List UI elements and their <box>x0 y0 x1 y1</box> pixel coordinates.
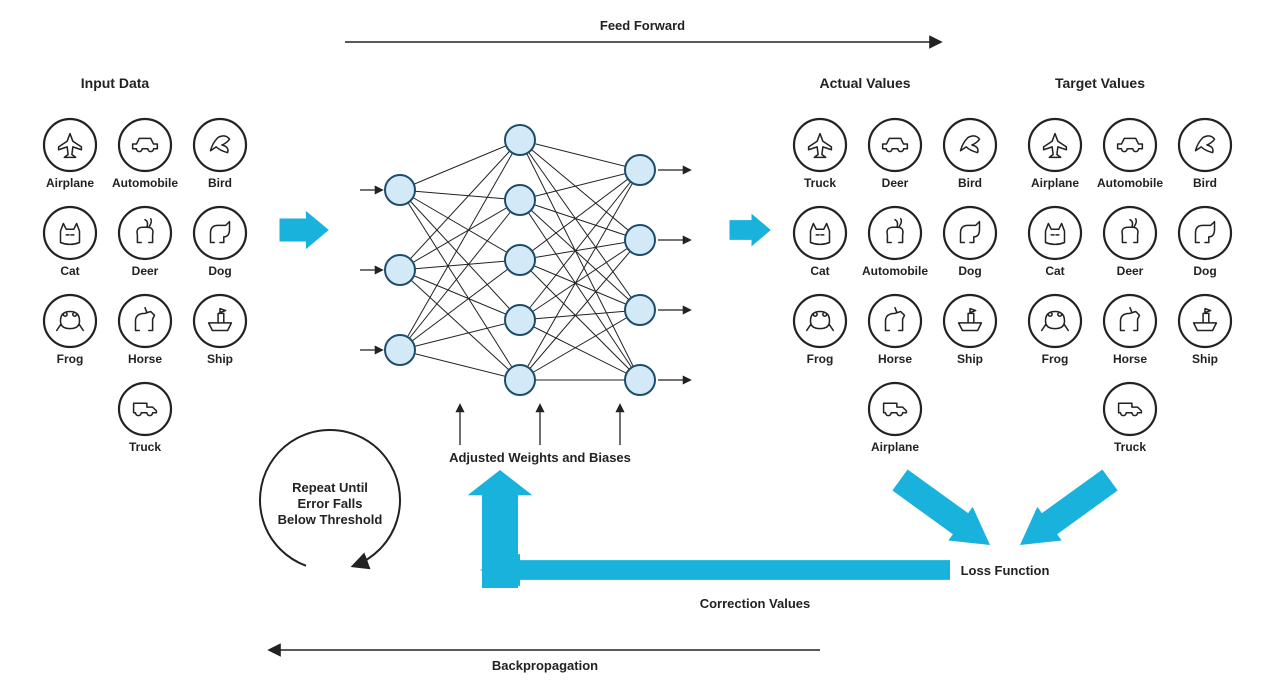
target-grid-item: Frog <box>1029 295 1081 366</box>
actual-values-header: Actual Values <box>819 75 910 91</box>
target-grid-label: Airplane <box>1031 176 1079 190</box>
actual-grid-item: Cat <box>794 207 846 278</box>
actual-grid-item: Automobile <box>862 207 928 278</box>
diag-arrow <box>888 463 1002 562</box>
nn-node <box>625 295 655 325</box>
input-grid-label: Airplane <box>46 176 94 190</box>
nn-node <box>505 185 535 215</box>
actual-grid-label: Deer <box>882 176 909 190</box>
actual-grid-item: Horse <box>869 295 921 366</box>
block-arrow-right <box>730 215 770 246</box>
actual-grid-item: Dog <box>944 207 996 278</box>
nn-node <box>625 225 655 255</box>
target-grid-label: Cat <box>1045 264 1064 278</box>
actual-grid-label: Horse <box>878 352 912 366</box>
block-arrow-left <box>480 554 950 586</box>
input-grid-label: Automobile <box>112 176 178 190</box>
target-values-header: Target Values <box>1055 75 1145 91</box>
loop-text-2: Error Falls <box>297 496 362 511</box>
nn-training-diagram: Feed Forward Backpropagation Input Data Act… <box>0 0 1280 685</box>
input-grid-label: Horse <box>128 352 162 366</box>
actual-grid-item: Frog <box>794 295 846 366</box>
target-grid-item: Dog <box>1179 207 1231 278</box>
target-grid-item: Horse <box>1104 295 1156 366</box>
block-arrow-right <box>280 212 328 248</box>
nn-node <box>625 365 655 395</box>
input-grid-item: Ship <box>194 295 246 366</box>
input-grid-label: Dog <box>208 264 231 278</box>
diag-arrow <box>1008 463 1122 562</box>
target-grid-item: Airplane <box>1029 119 1081 190</box>
input-grid-label: Bird <box>208 176 232 190</box>
actual-grid-label: Cat <box>810 264 829 278</box>
actual-grid-item: Airplane <box>869 383 921 454</box>
target-grid-label: Dog <box>1193 264 1216 278</box>
feed-forward-label: Feed Forward <box>600 18 685 33</box>
actual-grid-item: Bird <box>944 119 996 190</box>
target-grid-label: Ship <box>1192 352 1218 366</box>
actual-grid-item: Ship <box>944 295 996 366</box>
input-grid-label: Frog <box>57 352 84 366</box>
input-grid-item: Truck <box>119 383 171 454</box>
target-grid: Airplane Automobile Bird Cat Deer Dog Frog Hors… <box>1029 119 1231 454</box>
nn-node <box>385 335 415 365</box>
actual-grid-item: Truck <box>794 119 846 190</box>
target-grid-label: Truck <box>1114 440 1146 454</box>
actual-grid-label: Automobile <box>862 264 928 278</box>
nn-node <box>505 305 535 335</box>
input-grid-item: Cat <box>44 207 96 278</box>
target-grid-item: Automobile <box>1097 119 1163 190</box>
input-grid-item: Automobile <box>112 119 178 190</box>
target-grid-item: Deer <box>1104 207 1156 278</box>
input-grid-item: Airplane <box>44 119 96 190</box>
actual-grid-label: Bird <box>958 176 982 190</box>
input-grid-label: Deer <box>132 264 159 278</box>
actual-grid: Truck Deer Bird Cat Automobile Dog Frog Horse Sh… <box>794 119 996 454</box>
nn-node <box>385 255 415 285</box>
target-grid-label: Deer <box>1117 264 1144 278</box>
target-grid-item: Bird <box>1179 119 1231 190</box>
loop-text-1: Repeat Until <box>292 480 368 495</box>
input-grid-label: Truck <box>129 440 161 454</box>
nn-node <box>505 365 535 395</box>
input-grid-item: Deer <box>119 207 171 278</box>
input-grid-label: Cat <box>60 264 79 278</box>
actual-grid-label: Ship <box>957 352 983 366</box>
target-grid-item: Cat <box>1029 207 1081 278</box>
target-grid-item: Truck <box>1104 383 1156 454</box>
target-grid-label: Frog <box>1042 352 1069 366</box>
loss-function-label: Loss Function <box>961 563 1050 578</box>
input-data-header: Input Data <box>81 75 150 91</box>
actual-grid-item: Deer <box>869 119 921 190</box>
correction-values-label: Correction Values <box>700 596 811 611</box>
adjusted-weights-label: Adjusted Weights and Biases <box>449 450 631 465</box>
input-grid-label: Ship <box>207 352 233 366</box>
input-grid: Airplane Automobile Bird Cat Deer Dog Frog Hors… <box>44 119 246 454</box>
input-grid-item: Horse <box>119 295 171 366</box>
input-grid-item: Dog <box>194 207 246 278</box>
actual-grid-label: Airplane <box>871 440 919 454</box>
target-grid-label: Horse <box>1113 352 1147 366</box>
actual-grid-label: Frog <box>807 352 834 366</box>
nn-node <box>505 245 535 275</box>
nn-node <box>505 125 535 155</box>
actual-grid-label: Truck <box>804 176 836 190</box>
target-grid-label: Bird <box>1193 176 1217 190</box>
nn-node <box>625 155 655 185</box>
target-grid-item: Ship <box>1179 295 1231 366</box>
input-grid-item: Frog <box>44 295 96 366</box>
input-grid-item: Bird <box>194 119 246 190</box>
target-grid-label: Automobile <box>1097 176 1163 190</box>
loop-text-3: Below Threshold <box>278 512 383 527</box>
actual-grid-label: Dog <box>958 264 981 278</box>
backprop-label: Backpropagation <box>492 658 598 673</box>
nn-node <box>385 175 415 205</box>
neural-network <box>360 125 690 395</box>
